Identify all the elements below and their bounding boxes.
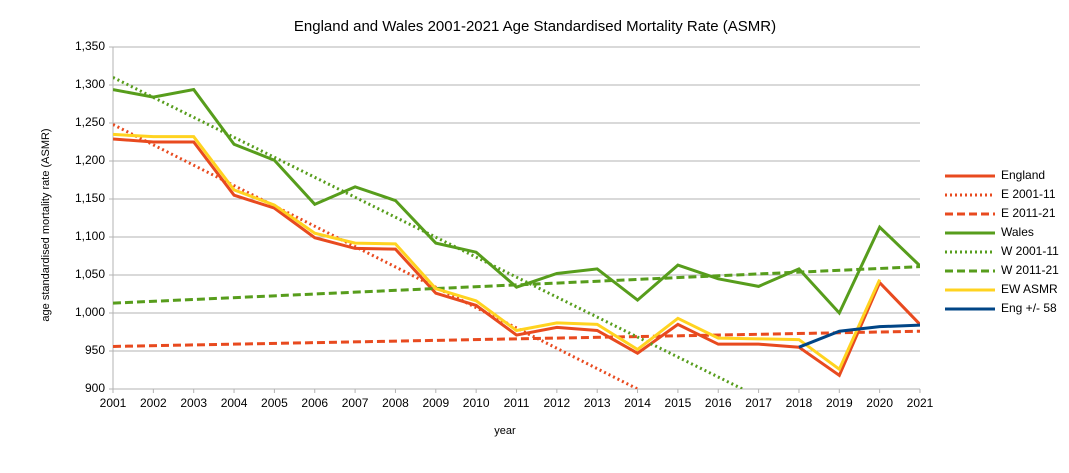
x-axis-label: year [494, 425, 516, 437]
y-tick-label: 1,100 [75, 229, 105, 243]
chart-title: England and Wales 2001-2021 Age Standard… [294, 18, 776, 35]
series-line [113, 329, 920, 348]
series-line [113, 87, 920, 316]
series-line [113, 132, 882, 372]
legend-label: Eng +/- 58 [1001, 301, 1057, 315]
x-tick-label: 2020 [866, 396, 893, 410]
y-tick-label: 1,000 [75, 305, 105, 319]
legend-label: E 2001-11 [1001, 187, 1056, 201]
x-tick-label: 2015 [665, 396, 692, 410]
legend-label: W 2011-21 [1001, 263, 1059, 277]
legend-label: EW ASMR [1001, 282, 1058, 296]
y-tick-label: 900 [85, 381, 105, 395]
series-line [113, 123, 639, 389]
x-tick-label: 2001 [100, 396, 127, 410]
legend-label: W 2001-11 [1001, 244, 1059, 258]
x-tick-label: 2006 [301, 396, 328, 410]
y-tick-label: 1,200 [75, 153, 105, 167]
series-line [113, 265, 920, 305]
x-tick-label: 2003 [180, 396, 207, 410]
legend-label: England [1001, 168, 1045, 182]
legend-label: E 2011-21 [1001, 206, 1056, 220]
legend-label: Wales [1001, 225, 1034, 239]
x-tick-label: 2004 [221, 396, 248, 410]
x-tick-label: 2016 [705, 396, 732, 410]
y-tick-label: 1,250 [75, 115, 105, 129]
x-tick-label: 2005 [261, 396, 288, 410]
x-tick-label: 2021 [907, 396, 934, 410]
x-tick-label: 2008 [382, 396, 409, 410]
x-tick-label: 2009 [422, 396, 449, 410]
y-tick-label: 950 [85, 343, 105, 357]
series-line [798, 323, 920, 349]
x-tick-label: 2002 [140, 396, 167, 410]
y-axis-label: age standardised mortality rate (ASMR) [40, 128, 52, 321]
x-tick-label: 2017 [745, 396, 772, 410]
y-tick-label: 1,300 [75, 77, 105, 91]
y-tick-label: 1,050 [75, 267, 105, 281]
y-tick-label: 1,150 [75, 191, 105, 205]
x-tick-label: 2018 [786, 396, 813, 410]
x-tick-label: 2010 [463, 396, 490, 410]
series-line [113, 137, 920, 378]
x-tick-label: 2007 [342, 396, 369, 410]
x-tick-label: 2014 [624, 396, 651, 410]
series-line [113, 76, 744, 389]
x-tick-label: 2011 [504, 396, 530, 410]
x-tick-label: 2019 [826, 396, 853, 410]
y-tick-label: 1,350 [75, 39, 105, 53]
x-tick-label: 2012 [543, 396, 570, 410]
x-tick-label: 2013 [584, 396, 611, 410]
